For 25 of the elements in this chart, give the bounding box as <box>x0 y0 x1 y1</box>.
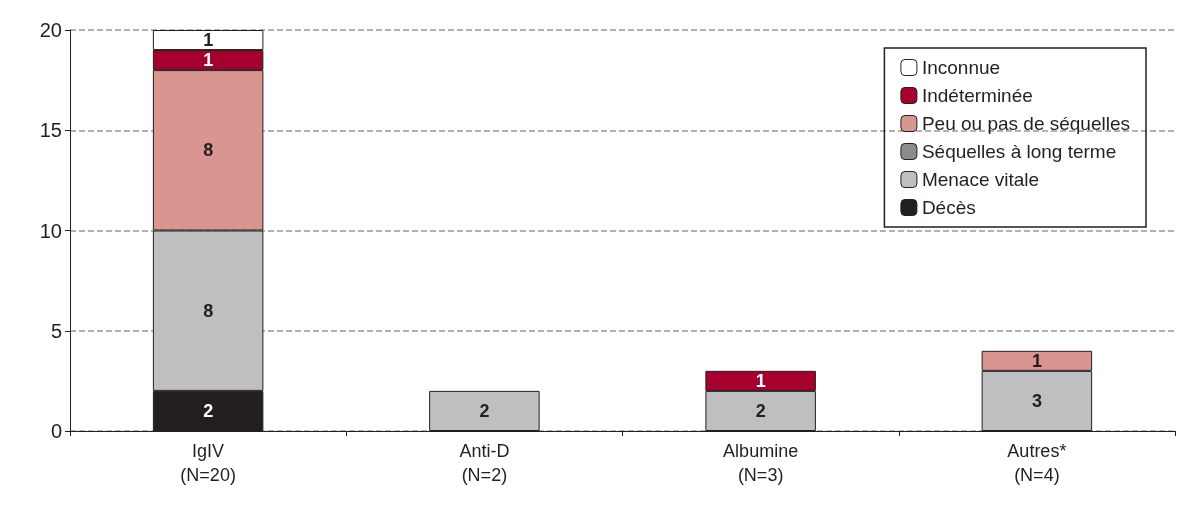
data-label: 1 <box>755 370 766 391</box>
legend-label: Menace vitale <box>921 169 1040 190</box>
x-tick-label: IgIV (N=20) <box>180 441 236 485</box>
y-tick-label: 0 <box>50 420 62 442</box>
x-tick-label: Autres* (N=4) <box>1007 441 1067 485</box>
x-tick-label: Anti-D (N=2) <box>459 441 510 485</box>
y-tick-label: 15 <box>39 119 62 142</box>
data-label: 2 <box>203 400 214 421</box>
data-label: 8 <box>203 300 214 321</box>
data-label: 8 <box>203 140 214 161</box>
y-tick-label: 20 <box>39 19 62 41</box>
legend-label: Décès <box>921 197 976 218</box>
y-tick-label: 10 <box>39 219 62 242</box>
x-tick-label: Albumine (N=3) <box>723 441 799 485</box>
data-label: 1 <box>203 50 214 71</box>
legend-label: Peu ou pas de séquelles <box>921 113 1131 134</box>
data-label: 3 <box>1031 390 1042 411</box>
legend-label: Inconnue <box>921 57 1001 78</box>
legend-label: Indéterminée <box>921 85 1033 106</box>
data-label: 2 <box>755 400 766 421</box>
legend-label: Séquelles à long terme <box>921 141 1117 162</box>
y-tick-label: 5 <box>50 319 62 342</box>
data-label: 1 <box>203 30 214 51</box>
data-label: 2 <box>479 400 490 421</box>
data-label: 1 <box>1031 350 1042 371</box>
